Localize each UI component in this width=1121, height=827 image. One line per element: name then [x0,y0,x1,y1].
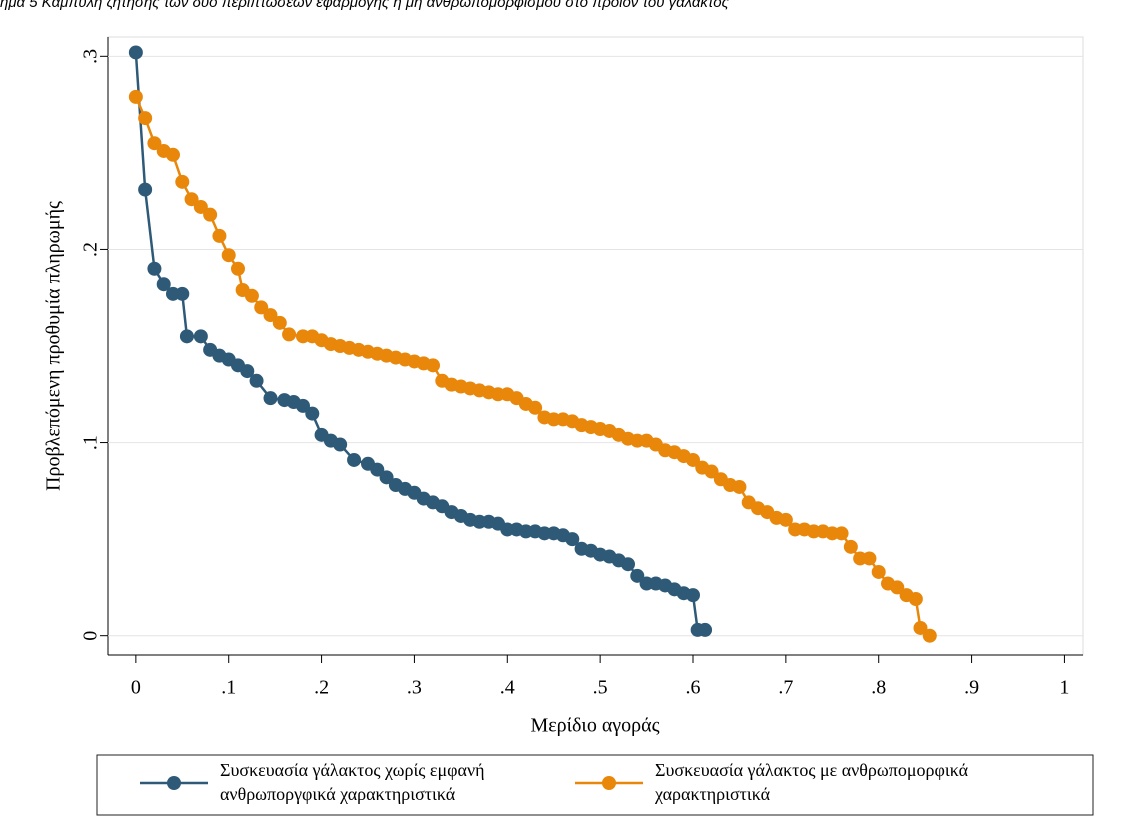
x-tick-label: .9 [964,677,979,699]
data-point [379,470,394,485]
data-point [263,391,278,406]
y-tick-label: 0 [80,631,102,641]
data-point [156,277,171,292]
data-point [193,329,208,344]
data-point [686,452,700,467]
data-point [296,398,310,413]
data-point [890,580,905,595]
x-tick-label: .4 [500,677,515,699]
data-point [179,329,194,344]
data-point [370,462,385,477]
data-point [254,300,269,315]
data-point [908,591,923,606]
y-tick-label: .2 [80,242,102,257]
legend-marker [167,776,181,790]
x-tick-label: .7 [778,677,793,699]
data-point [922,628,937,643]
data-point [184,192,199,207]
data-point [778,512,793,527]
data-point [272,315,287,330]
data-point [212,228,227,243]
data-point [147,261,162,276]
data-point [698,622,713,637]
data-point [621,557,635,572]
chart-title: ήμα 5 Καμπύλη ζήτησης των δύο περιπτώσεω… [0,0,730,11]
data-point [843,539,858,554]
data-point [686,588,700,603]
data-point [175,286,190,301]
data-point [193,199,208,214]
x-tick-label: .5 [593,677,608,699]
data-point [249,373,264,388]
data-point [128,45,143,60]
data-point [244,288,259,303]
data-point [333,437,348,452]
y-tick-label: .3 [80,49,102,64]
data-point [128,89,143,104]
data-point [347,452,362,467]
data-point [175,174,190,189]
data-point [565,532,580,547]
y-axis-label: Προβλεπόμενη προθυμία πληρωμής [43,201,65,491]
data-point [704,464,719,479]
x-tick-label: .6 [686,677,701,699]
data-point [282,327,297,342]
x-tick-label: .2 [314,677,329,699]
data-point [834,526,849,541]
data-point [305,406,320,421]
legend-marker [602,776,616,790]
x-tick-label: .8 [871,677,886,699]
data-point [203,207,218,222]
data-point [263,308,278,323]
data-point [630,568,645,583]
data-point [231,261,245,276]
x-tick-label: 0 [131,677,141,699]
x-tick-label: .3 [407,677,422,699]
data-point [138,182,153,197]
data-point [426,358,440,373]
legend-label: Συσκευασία γάλακτος χωρίς εμφανή [220,760,485,780]
data-point [221,248,236,263]
y-tick-label: .1 [80,435,102,450]
legend-label: Συσκευασία γάλακτος με ανθρωπομορφικά [655,760,969,780]
plot-area [107,36,1084,656]
legend-label: ανθρωποργφικά χαρακτηριστικά [220,784,456,804]
data-point [862,551,877,566]
data-point [240,364,255,379]
data-point [528,400,543,415]
x-tick-label: 1 [1059,677,1069,699]
data-point [147,136,162,151]
data-point [913,620,928,635]
data-point [732,479,747,494]
x-axis-label: Μερίδιο αγοράς [530,715,659,737]
legend [96,754,1094,816]
legend-label: χαρακτηριστικά [654,784,771,804]
data-point [871,564,886,579]
data-point [166,147,180,162]
data-point [138,111,153,126]
x-tick-label: .1 [221,677,236,699]
